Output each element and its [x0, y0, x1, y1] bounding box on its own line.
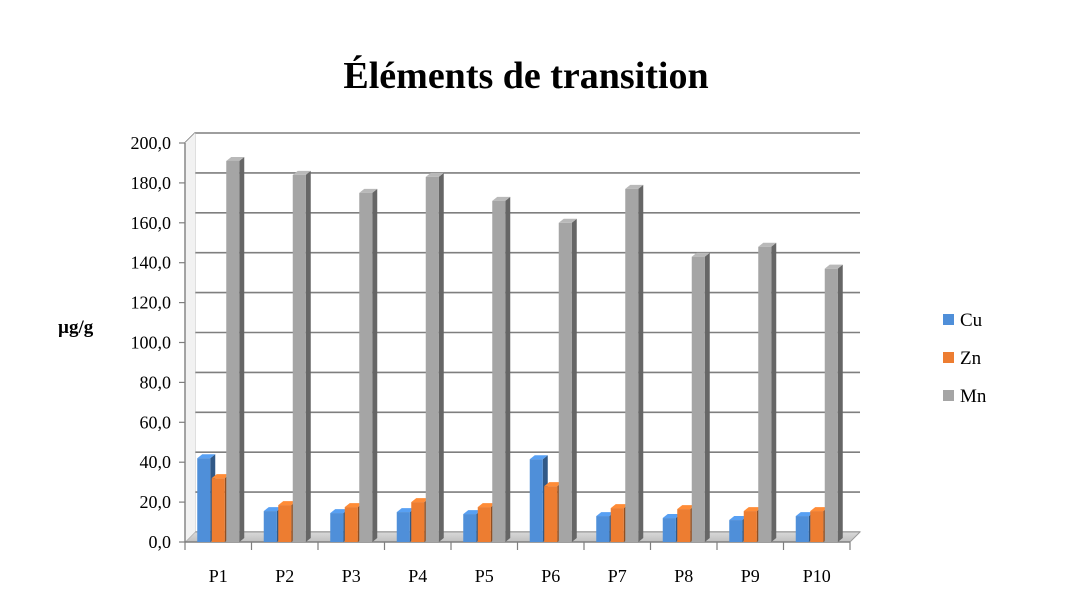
chart-title: Éléments de transition	[343, 55, 708, 97]
legend: Cu Zn Mn	[943, 310, 987, 407]
bar-mn-p7	[625, 184, 644, 542]
bars	[197, 156, 843, 543]
x-tick-label: P6	[541, 566, 560, 586]
x-tick-label: P7	[608, 566, 627, 586]
x-tick-label: P2	[275, 566, 294, 586]
y-tick-label: 40,0	[140, 452, 172, 472]
x-tick-label: P3	[342, 566, 361, 586]
bar-mn-p3	[359, 188, 378, 542]
y-tick-label: 0,0	[149, 532, 172, 552]
legend-swatch	[943, 352, 954, 363]
y-tick-label: 80,0	[140, 372, 172, 392]
legend-label: Mn	[960, 386, 987, 407]
legend-swatch	[943, 314, 954, 325]
bar-mn-p4	[425, 172, 444, 543]
legend-label: Zn	[960, 348, 982, 369]
bar-mn-p10	[824, 264, 843, 542]
x-tick-label: P8	[674, 566, 693, 586]
bar-mn-p9	[758, 242, 777, 543]
legend-item-cu: Cu	[943, 310, 983, 331]
y-axis-label: µg/g	[58, 317, 94, 338]
x-tick-label: P9	[741, 566, 760, 586]
gridline	[184, 172, 860, 184]
bar-mn-p2	[292, 170, 311, 543]
bar-mn-p1	[226, 156, 245, 542]
y-tick-label: 100,0	[131, 333, 172, 353]
y-tick-label: 20,0	[140, 492, 172, 512]
y-tick-label: 120,0	[131, 293, 172, 313]
legend-item-mn: Mn	[943, 386, 987, 407]
bar-mn-p5	[492, 196, 511, 543]
bar-mn-p8	[691, 252, 710, 542]
y-tick-label: 60,0	[140, 412, 172, 432]
gridline	[184, 212, 860, 224]
y-tick-label: 160,0	[131, 213, 172, 233]
legend-item-zn: Zn	[943, 348, 982, 369]
legend-label: Cu	[960, 310, 983, 331]
y-tick-label: 140,0	[131, 253, 172, 273]
axes	[179, 133, 862, 550]
y-tick-labels: 0,0 20,0 40,0 60,0 80,0 100,0 120,0 140,0 160,0 1…	[131, 133, 172, 552]
x-tick-label: P5	[475, 566, 494, 586]
gridline	[184, 132, 860, 144]
side-wall	[185, 133, 195, 542]
x-tick-label: P10	[803, 566, 831, 586]
y-tick-label: 200,0	[131, 133, 172, 153]
y-tick-label: 180,0	[131, 173, 172, 193]
x-tick-label: P4	[408, 566, 427, 586]
bar-mn-p6	[558, 218, 577, 543]
x-tick-labels: P1 P2 P3 P4 P5 P6 P7 P8 P9 P10	[209, 566, 831, 586]
x-tick-label: P1	[209, 566, 228, 586]
legend-swatch	[943, 390, 954, 401]
